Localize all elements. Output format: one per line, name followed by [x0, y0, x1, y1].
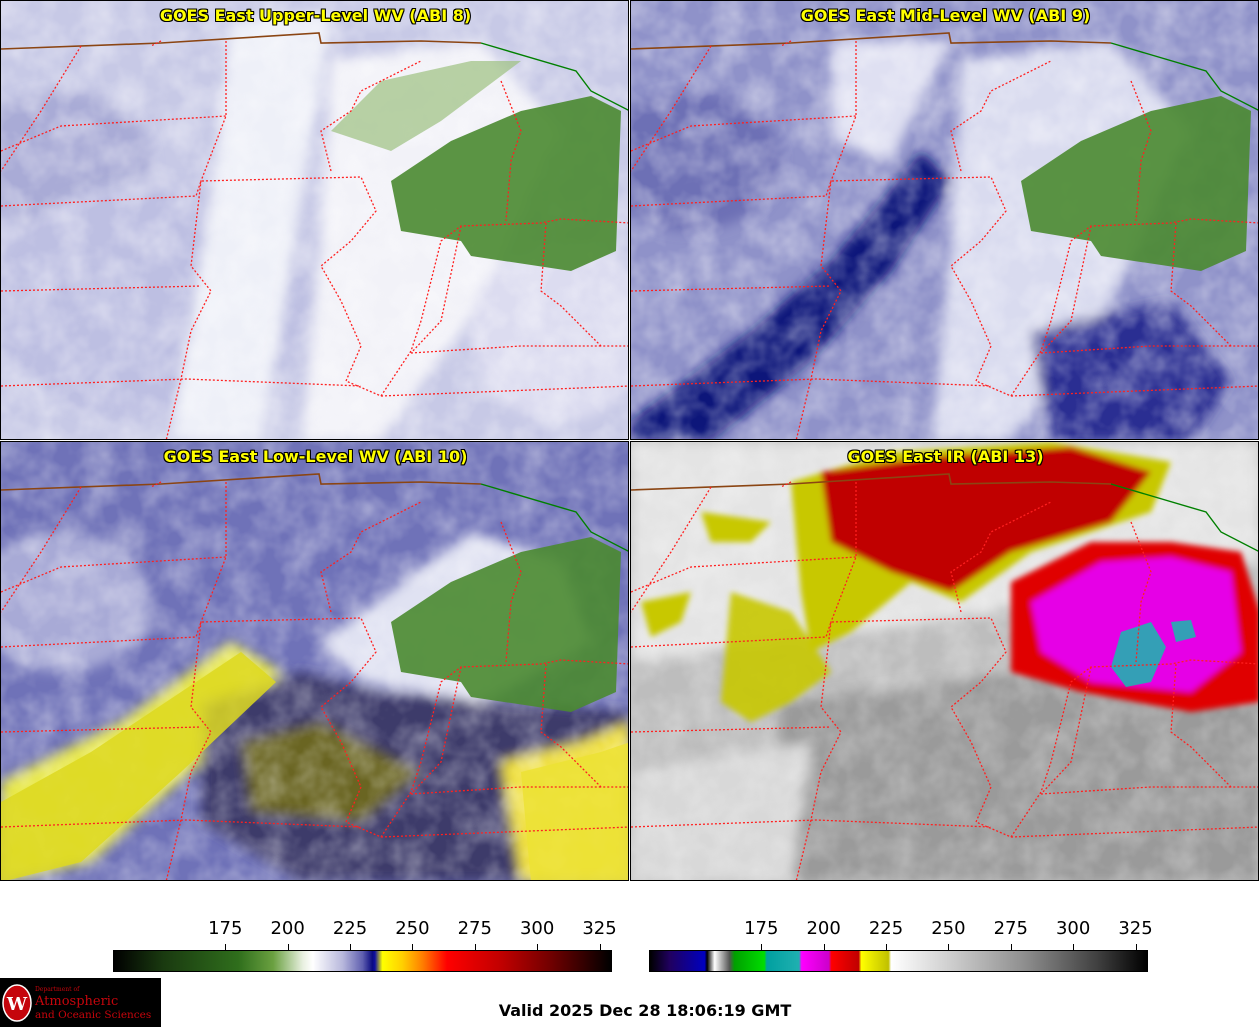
- colorbar-tick-label: 250: [931, 918, 966, 939]
- colorbar-tick: [537, 944, 539, 950]
- logo-line2: Atmospheric: [34, 994, 118, 1009]
- colorbar-tick: [599, 944, 601, 950]
- colorbar-tick: [1135, 944, 1137, 950]
- colorbar-tick-label: 175: [744, 918, 779, 939]
- uw-crest-icon: W Department of Atmospheric and Oceanic …: [2, 984, 151, 1022]
- logo-letter: W: [6, 994, 28, 1015]
- colorbar-tick-label: 325: [1118, 918, 1153, 939]
- panel-title: GOES East Low-Level WV (ABI 10): [163, 447, 468, 466]
- colorbar-tick: [886, 944, 888, 950]
- colorbar-tick: [1010, 944, 1012, 950]
- low-level-wv-image: [1, 442, 628, 880]
- colorbar-tick: [474, 944, 476, 950]
- colorbar-tick-label: 225: [332, 918, 368, 939]
- colorbar-tick: [287, 944, 289, 950]
- colorbar-tick-label: 200: [806, 918, 841, 939]
- colorbar-tick-label: 300: [1055, 918, 1091, 939]
- colorbar-tick-label: 175: [208, 918, 243, 939]
- aos-logo: W Department of Atmospheric and Oceanic …: [0, 978, 161, 1027]
- colorbar-tick: [948, 944, 950, 950]
- colorbar-tick: [1073, 944, 1075, 950]
- colorbar-tick-label: 275: [457, 918, 492, 939]
- colorbar-tick: [761, 944, 763, 950]
- upper-level-wv-panel: GOES East Upper-Level WV (ABI 8): [0, 0, 629, 440]
- mid-level-wv-image: [631, 1, 1258, 439]
- colorbar-tick-label: 200: [270, 918, 305, 939]
- panel-title: GOES East IR (ABI 13): [847, 447, 1044, 466]
- colorbar-tick: [225, 944, 227, 950]
- colorbar-tick-label: 325: [582, 918, 617, 939]
- colorbar-tick: [412, 944, 414, 950]
- ir-colorbar: [649, 950, 1148, 972]
- logo-line3: and Oceanic Sciences: [35, 1009, 151, 1021]
- mid-level-wv-panel: GOES East Mid-Level WV (ABI 9): [630, 0, 1259, 440]
- logo-line1: Department of: [35, 986, 80, 993]
- panel-title: GOES East Upper-Level WV (ABI 8): [159, 6, 472, 25]
- panel-title: GOES East Mid-Level WV (ABI 9): [800, 6, 1091, 25]
- wv-colorbar: [113, 950, 612, 972]
- colorbar-tick-label: 300: [519, 918, 555, 939]
- ir-image: [631, 442, 1258, 880]
- colorbar-tick: [823, 944, 825, 950]
- low-level-wv-panel: GOES East Low-Level WV (ABI 10): [0, 441, 629, 881]
- colorbar-tick-label: 275: [993, 918, 1028, 939]
- colorbar-tick-label: 250: [395, 918, 430, 939]
- ir-panel: GOES East IR (ABI 13): [630, 441, 1259, 881]
- valid-time: Valid 2025 Dec 28 18:06:19 GMT: [498, 1001, 792, 1020]
- upper-level-wv-image: [1, 1, 628, 439]
- colorbar-tick: [350, 944, 352, 950]
- colorbar-tick-label: 225: [868, 918, 904, 939]
